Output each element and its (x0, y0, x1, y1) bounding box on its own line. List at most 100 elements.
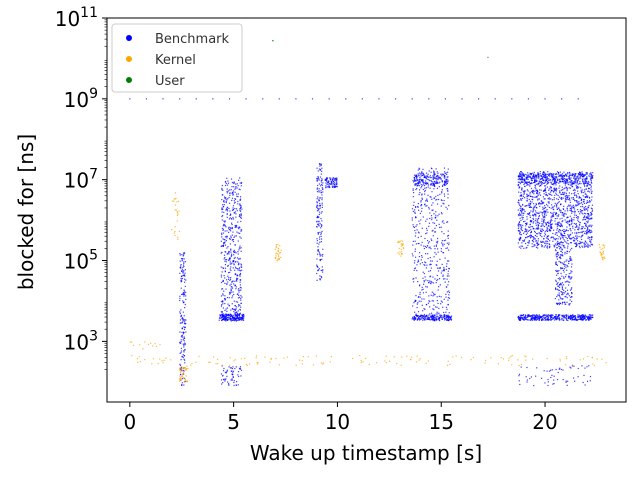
data-point (556, 205, 558, 207)
data-point (564, 191, 566, 193)
data-point (586, 201, 588, 204)
data-point (591, 209, 594, 211)
data-point (229, 268, 231, 270)
data-point (248, 363, 251, 365)
data-point (425, 205, 427, 207)
data-point (582, 246, 584, 248)
data-point (562, 301, 564, 304)
data-point (591, 192, 593, 194)
data-point (578, 245, 581, 247)
data-point (181, 369, 183, 371)
data-point (558, 243, 560, 245)
data-point (560, 268, 562, 270)
data-point (318, 211, 321, 213)
data-point (179, 341, 181, 343)
data-point (563, 235, 565, 237)
data-point (546, 246, 548, 248)
data-point (436, 264, 438, 266)
data-point (584, 193, 586, 195)
data-point (571, 287, 573, 289)
data-point (231, 218, 233, 220)
data-point (583, 182, 585, 185)
data-point (317, 233, 319, 235)
data-point (447, 304, 449, 306)
data-point (562, 208, 564, 210)
data-point (333, 178, 335, 180)
data-point (233, 379, 235, 382)
data-point (414, 317, 416, 319)
data-point (322, 191, 324, 193)
data-point (554, 178, 556, 180)
data-point (237, 185, 239, 187)
data-point (560, 203, 562, 205)
data-point (423, 280, 425, 282)
data-point (224, 277, 226, 279)
data-point (577, 175, 579, 177)
data-point (229, 259, 231, 261)
data-point (242, 319, 244, 321)
data-point (414, 229, 416, 232)
data-point (581, 226, 583, 228)
data-point (511, 364, 513, 366)
data-point (562, 197, 564, 199)
data-point (234, 316, 236, 318)
data-point (581, 171, 583, 173)
data-point (227, 275, 229, 277)
data-point (317, 177, 319, 179)
data-point (558, 304, 560, 306)
data-point (430, 314, 432, 316)
data-point (550, 316, 552, 318)
data-point (237, 278, 239, 280)
data-point (182, 321, 184, 323)
data-point (564, 174, 567, 176)
data-point (171, 229, 173, 231)
data-point (223, 224, 225, 226)
data-point (574, 183, 576, 185)
data-point (554, 214, 557, 216)
data-point (435, 282, 437, 284)
data-point (440, 212, 443, 214)
data-point (184, 378, 186, 380)
data-point (224, 220, 226, 222)
data-point (582, 182, 584, 184)
data-point (526, 181, 528, 183)
data-point (445, 183, 448, 185)
data-point (436, 248, 439, 250)
data-point (436, 315, 438, 317)
data-point (177, 236, 179, 238)
data-point (319, 231, 321, 233)
data-point (554, 179, 556, 181)
data-point (543, 211, 545, 213)
data-point (231, 197, 234, 199)
data-point (320, 227, 322, 229)
data-point (427, 253, 429, 255)
data-point (448, 316, 450, 318)
data-point (422, 174, 424, 177)
data-point (587, 217, 589, 219)
data-point (415, 277, 417, 279)
data-point (529, 195, 531, 197)
data-point (580, 202, 583, 204)
data-point (580, 183, 582, 185)
data-point (563, 263, 565, 265)
data-point (556, 283, 558, 285)
data-point (228, 250, 230, 253)
data-point (558, 299, 560, 301)
data-point (316, 265, 318, 267)
data-point (319, 163, 321, 166)
data-point (222, 232, 225, 234)
data-point (570, 209, 572, 211)
data-point (561, 224, 563, 227)
data-point (569, 259, 571, 261)
data-point (533, 221, 535, 223)
data-point (317, 270, 319, 272)
data-point (183, 328, 186, 330)
data-point (518, 212, 521, 214)
data-point (406, 355, 408, 357)
data-point (541, 183, 543, 185)
data-point (224, 316, 227, 318)
data-point (320, 179, 322, 182)
data-point (586, 232, 588, 234)
data-point (547, 205, 549, 207)
